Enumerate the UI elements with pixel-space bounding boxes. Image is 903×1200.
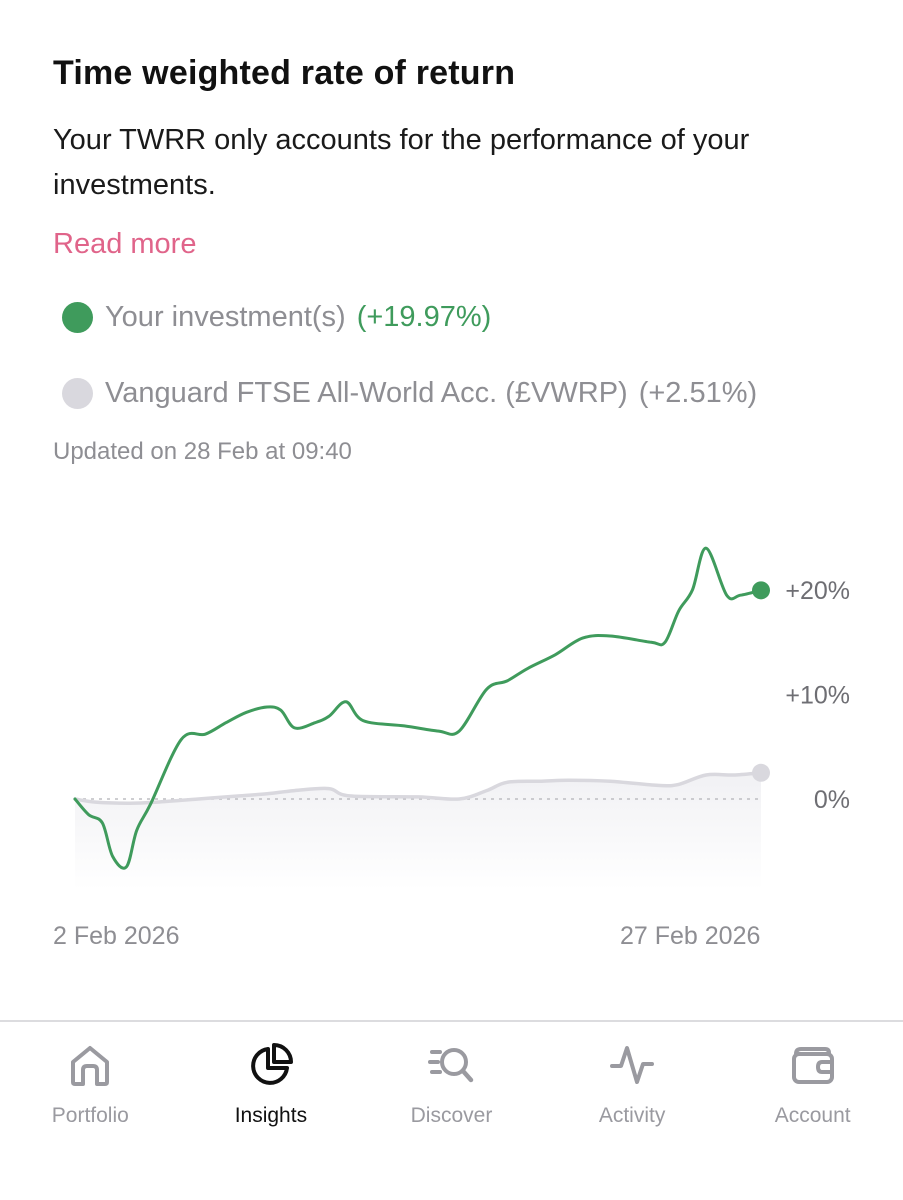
tab-discover[interactable]: Discover	[361, 1022, 542, 1200]
tabbar-divider	[0, 1020, 903, 1022]
investment-dot-icon	[62, 301, 93, 333]
updated-timestamp: Updated on 28 Feb at 09:40	[53, 438, 352, 465]
description-text: Your TWRR only accounts for the performa…	[53, 124, 750, 201]
benchmark-series-line	[73, 771, 763, 805]
legend-change: (+2.51%)	[638, 376, 758, 409]
legend-item-benchmark[interactable]: Vanguard FTSE All-World Acc. (£VWRP) (+2…	[62, 373, 757, 413]
legend-item-investments[interactable]: Your investment(s) (+19.97%)	[62, 297, 491, 337]
read-more-link[interactable]: Read more	[53, 228, 197, 260]
tab-label: Discover	[410, 1104, 493, 1127]
y-tick-label: +10%	[785, 682, 850, 710]
tab-portfolio[interactable]: Portfolio	[0, 1022, 181, 1200]
twrr-chart: +20% +10% 0%	[73, 546, 850, 890]
tab-insights[interactable]: Insights	[181, 1022, 362, 1200]
tab-label: Account	[774, 1104, 851, 1127]
bottom-tab-bar: Portfolio Insights Discover Activity Acc…	[0, 1022, 903, 1200]
legend-label: Your investment(s)	[105, 300, 346, 333]
x-axis-start-label: 2 Feb 2026	[53, 922, 180, 950]
discover-search-icon	[428, 1048, 474, 1083]
legend-label: Vanguard FTSE All-World Acc. (£VWRP)	[105, 376, 628, 409]
tab-label: Activity	[598, 1104, 666, 1127]
tab-label: Portfolio	[51, 1104, 129, 1127]
x-axis-end-label: 27 Feb 2026	[620, 922, 761, 950]
y-tick-label: +20%	[785, 577, 850, 605]
page-title: Time weighted rate of return	[53, 54, 516, 92]
pie-chart-icon	[251, 1043, 293, 1085]
benchmark-dot-icon	[62, 377, 93, 409]
investment-series-line	[73, 546, 763, 870]
benchmark-area	[75, 772, 761, 890]
benchmark-end-point	[752, 763, 770, 782]
wallet-icon	[791, 1047, 834, 1084]
tab-activity[interactable]: Activity	[542, 1022, 723, 1200]
home-icon	[71, 1046, 110, 1086]
y-tick-label: 0%	[814, 786, 850, 814]
tab-label: Insights	[234, 1104, 308, 1127]
legend-change: (+19.97%)	[356, 300, 492, 333]
activity-pulse-icon	[610, 1046, 655, 1084]
tab-account[interactable]: Account	[722, 1022, 903, 1200]
investment-end-point	[752, 581, 770, 600]
